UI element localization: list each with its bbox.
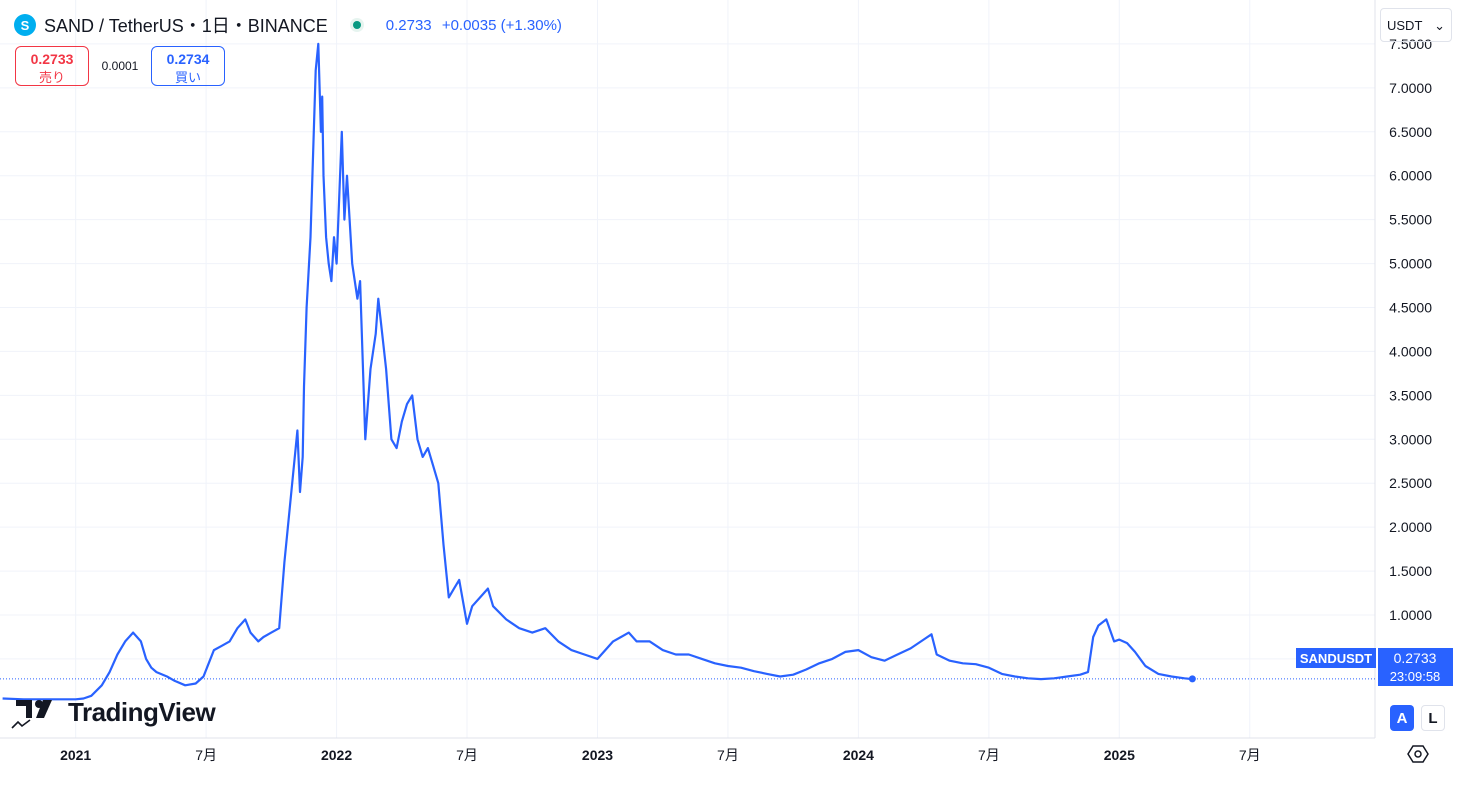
x-tick-label: 2022 xyxy=(321,747,352,763)
y-tick-label: 6.0000 xyxy=(1389,168,1432,184)
header-price: 0.2733 +0.0035 (+1.30%) xyxy=(386,17,562,34)
trade-panel: 0.2733 売り 0.0001 0.2734 買い xyxy=(15,46,225,86)
x-tick-label: 2021 xyxy=(60,747,91,763)
price-change: +0.0035 (+1.30%) xyxy=(441,16,562,34)
y-tick-label: 6.5000 xyxy=(1389,124,1432,140)
price-tag-countdown: 23:09:58 xyxy=(1390,669,1441,684)
y-tick-label: 5.5000 xyxy=(1389,212,1432,228)
y-tick-label: 1.5000 xyxy=(1389,563,1432,579)
brand-name: TradingView xyxy=(68,696,216,727)
sell-button[interactable]: 0.2733 売り xyxy=(15,46,89,86)
sell-label: 売り xyxy=(38,70,65,85)
x-tick-label: 2023 xyxy=(582,747,613,763)
y-tick-label: 2.0000 xyxy=(1389,519,1432,535)
currency-select[interactable]: USDT ⌄ xyxy=(1380,8,1452,42)
buy-label: 買い xyxy=(174,70,201,85)
x-tick-label: 7月 xyxy=(195,747,217,763)
x-tick-label: 7月 xyxy=(717,747,739,763)
symbol-tag-text: SANDUSDT xyxy=(1300,651,1372,666)
y-tick-label: 7.5000 xyxy=(1389,36,1432,52)
y-tick-label: 1.0000 xyxy=(1389,607,1432,623)
y-tick-label: 2.5000 xyxy=(1389,475,1432,491)
x-tick-label: 7月 xyxy=(978,747,1000,763)
x-tick-label: 7月 xyxy=(1239,747,1261,763)
last-point xyxy=(1188,675,1196,683)
x-tick-label: 7月 xyxy=(456,747,478,763)
price-tag-price: 0.2733 xyxy=(1394,650,1437,666)
y-tick-label: 5.0000 xyxy=(1389,256,1432,272)
tradingview-brand[interactable]: TradingView xyxy=(10,694,216,730)
settings-icon[interactable] xyxy=(1407,743,1429,765)
chevron-down-icon: ⌄ xyxy=(1434,18,1445,33)
x-tick-label: 2024 xyxy=(843,747,874,763)
symbol-title[interactable]: SAND / TetherUS・1日・BINANCE xyxy=(44,16,328,36)
chart-header: S SAND / TetherUS・1日・BINANCE 0.2733 +0.0… xyxy=(14,12,562,38)
current-price: 0.2733 xyxy=(385,16,432,34)
y-tick-label: 4.0000 xyxy=(1389,343,1432,359)
series-line xyxy=(2,42,1193,701)
symbol-tag-bg xyxy=(1296,648,1376,668)
auto-scale-button[interactable]: A xyxy=(1390,705,1414,731)
y-tick-label: 4.5000 xyxy=(1389,300,1432,316)
log-scale-button[interactable]: L xyxy=(1421,705,1445,731)
currency-value: USDT xyxy=(1387,18,1423,33)
buy-price: 0.2734 xyxy=(166,51,210,67)
y-tick-label: 7.0000 xyxy=(1389,80,1432,96)
x-tick-label: 2025 xyxy=(1104,747,1135,763)
sand-coin-icon: S xyxy=(14,14,36,36)
spread-value: 0.0001 xyxy=(101,59,139,73)
buy-button[interactable]: 0.2734 買い xyxy=(151,46,225,86)
live-dot-icon xyxy=(349,18,364,32)
sell-price: 0.2733 xyxy=(30,51,74,67)
price-tag-bg xyxy=(1378,648,1453,686)
price-tag: SANDUSDT 0.2733 23:09:58 xyxy=(1296,648,1453,686)
y-tick-label: 3.0000 xyxy=(1389,431,1432,447)
y-tick-label: 3.5000 xyxy=(1389,387,1432,403)
tradingview-logo-icon xyxy=(11,700,52,729)
